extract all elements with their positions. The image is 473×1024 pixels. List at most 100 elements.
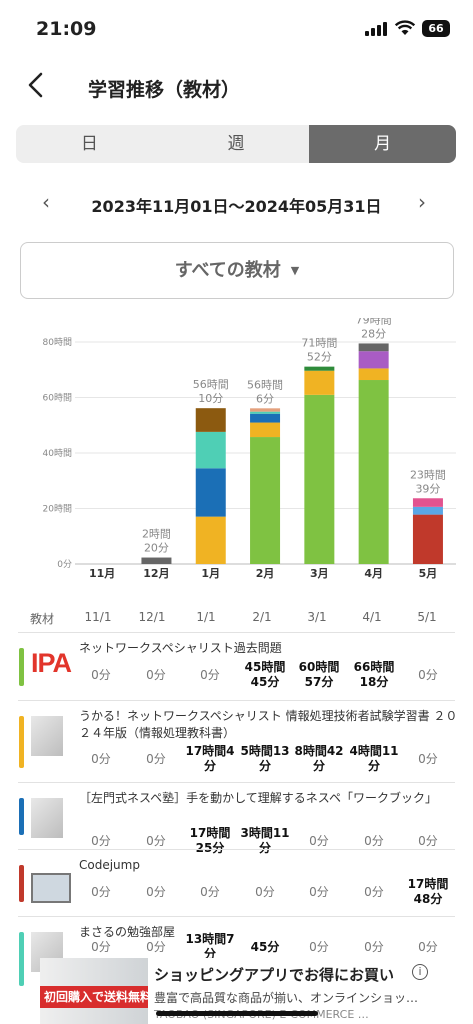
date-range-navigator: ‹ 2023年11月01日〜2024年05月31日 ›: [0, 186, 473, 222]
table-row[interactable]: Codejump 0分 0分 0分 0分 0分 0分 17時間 48分: [0, 849, 473, 916]
prev-range-button[interactable]: ‹: [42, 190, 50, 214]
material-name: うかる！ネットワークスペシャリスト 情報処理技術者試験学習書 ２０２４年版（情報…: [79, 709, 458, 740]
date-range-label: 2023年11月01日〜2024年05月31日: [91, 197, 382, 216]
row-color-bar: [19, 865, 24, 902]
time-cell: 0分: [182, 885, 238, 900]
tab-month[interactable]: 月: [309, 125, 456, 163]
time-cell-line: 0分: [309, 940, 329, 954]
y-tick-label: 0分: [57, 559, 72, 570]
material-thumbnail: [31, 873, 71, 903]
material-name: まさるの勉強部屋: [79, 925, 176, 939]
material-name: ネットワークスペシャリスト過去問題: [79, 641, 282, 655]
time-cell-line: 48分: [413, 892, 443, 906]
time-cell-line: 0分: [91, 752, 111, 766]
material-name: ［左門式ネスペ塾］手を動かして理解するネスペ「ワークブック」: [79, 791, 437, 805]
x-tick-label: 12月: [143, 567, 169, 580]
y-tick-label: 40時間: [43, 448, 72, 459]
row-color-bar: [19, 798, 24, 835]
table-header-month: 2/1: [252, 610, 272, 624]
time-cell-line: 57分: [304, 675, 334, 689]
bar-segment: [304, 370, 335, 395]
time-cell: 4時間11 分: [346, 744, 402, 774]
time-cell-line: 4時間11: [349, 744, 399, 758]
time-cell: 0分: [128, 885, 184, 900]
time-cell-line: 0分: [91, 668, 111, 682]
time-cell: 0分: [400, 940, 456, 955]
time-cell-line: 0分: [418, 834, 438, 848]
table-row[interactable]: IPA ネットワークスペシャリスト過去問題 0分 0分 0分 45時間 45分 60時間 57分…: [0, 632, 473, 700]
time-cell-line: 0分: [146, 834, 166, 848]
time-cell-line: 0分: [200, 668, 220, 682]
table-header: 教材 11/1 12/1 1/1 2/1 3/1 4/1 5/1: [0, 606, 473, 632]
time-cell-line: 0分: [418, 752, 438, 766]
bar-total-label: 79時間: [356, 318, 392, 326]
tab-week[interactable]: 週: [227, 134, 245, 154]
time-cell: 0分: [128, 834, 184, 849]
table-header-month: 1/1: [196, 610, 216, 624]
time-cell: 17時間 48分: [400, 877, 456, 907]
status-time: 21:09: [36, 18, 97, 40]
time-cell-line: 18分: [359, 675, 389, 689]
material-name: Codejump: [79, 858, 140, 872]
signal-icon: [365, 22, 387, 36]
table-header-label: 教材: [29, 612, 54, 626]
nav-bar: 学習推移（教材）: [0, 60, 473, 112]
material-thumbnail: [31, 716, 63, 756]
bar-segment: [412, 506, 443, 515]
period-segmented-control: 日 週 月: [16, 125, 456, 163]
y-tick-label: 60時間: [43, 393, 72, 404]
x-tick-label: 11月: [89, 567, 115, 580]
time-cell-line: 分: [312, 759, 325, 773]
table-header-month: 4/1: [362, 610, 382, 624]
bar-segment: [250, 422, 281, 438]
table-header-month: 3/1: [307, 610, 327, 624]
material-filter-dropdown[interactable]: すべての教材 ▼: [20, 242, 454, 299]
back-arrow-icon[interactable]: [22, 70, 52, 100]
time-cell-line: 45時間: [244, 660, 286, 674]
battery-icon: 66: [422, 20, 450, 37]
time-cell-line: 0分: [364, 834, 384, 848]
tab-day[interactable]: 日: [80, 134, 98, 154]
time-cell: 0分: [400, 752, 456, 767]
bar-total-label: 23時間: [410, 468, 446, 481]
bar-segment: [250, 437, 281, 564]
time-cell-line: 0分: [146, 885, 166, 899]
time-cell-line: 5時間13: [240, 744, 290, 758]
time-cell-line: 分: [258, 759, 271, 773]
table-row[interactable]: うかる！ネットワークスペシャリスト 情報処理技術者試験学習書 ２０２４年版（情報…: [0, 700, 473, 782]
next-range-button[interactable]: ›: [418, 190, 426, 214]
bar-total-label: 71時間: [301, 337, 337, 350]
ad-headline: ショッピングアプリでお得にお買い: [154, 966, 395, 984]
info-icon[interactable]: i: [412, 964, 428, 980]
row-color-bar: [19, 716, 24, 768]
bar-segment: [358, 351, 389, 369]
status-bar: 21:09 66: [0, 0, 473, 52]
bar-segment: [195, 431, 226, 469]
time-cell: 8時間42 分: [291, 744, 347, 774]
time-cell-line: 8時間42: [294, 744, 344, 758]
bar-total-label: 56時間: [193, 378, 229, 391]
bar-total-label: 56時間: [247, 378, 283, 391]
bar-segment: [412, 514, 443, 564]
bar-segment: [250, 408, 281, 412]
bar-segment: [358, 368, 389, 381]
time-cell-line: 66時間: [353, 660, 395, 674]
table-row[interactable]: ［左門式ネスペ塾］手を動かして理解するネスペ「ワークブック」 0分 0分 17時間 25…: [0, 782, 473, 855]
row-divider: [18, 916, 455, 917]
time-cell: 45時間 45分: [237, 660, 293, 690]
table-header-month: 12/1: [138, 610, 166, 624]
x-tick-label: 3月: [310, 567, 329, 580]
time-cell: 0分: [400, 668, 456, 683]
bar-segment: [141, 557, 172, 564]
time-cell-line: 0分: [91, 885, 111, 899]
time-cell-line: 0分: [309, 834, 329, 848]
bar-total-label: 10分: [198, 392, 223, 405]
time-cell: 0分: [73, 885, 129, 900]
time-cell-line: 60時間: [298, 660, 340, 674]
time-cell-line: 45分: [250, 940, 280, 954]
bar-segment: [195, 468, 226, 517]
row-divider: [18, 782, 455, 783]
time-cell-line: 分: [258, 841, 271, 855]
time-cell-line: 25分: [195, 841, 225, 855]
ipa-logo: IPA: [31, 648, 72, 678]
